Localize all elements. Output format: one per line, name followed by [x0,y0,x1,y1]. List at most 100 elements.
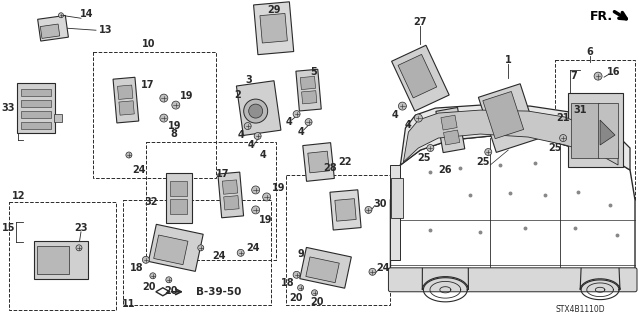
Text: 19: 19 [168,121,182,131]
Text: 27: 27 [413,17,427,27]
Text: 12: 12 [12,191,26,201]
Text: FR.: FR. [590,10,613,23]
Circle shape [427,145,434,152]
Polygon shape [118,85,133,100]
Text: 22: 22 [338,157,351,167]
Polygon shape [21,122,51,129]
Circle shape [414,114,422,122]
Circle shape [252,206,260,214]
Text: 5: 5 [310,67,317,77]
Polygon shape [21,111,51,118]
Circle shape [160,94,168,102]
Text: 4: 4 [405,120,412,130]
Polygon shape [148,224,203,271]
Polygon shape [166,173,192,223]
Circle shape [166,277,172,283]
Polygon shape [300,248,351,288]
Polygon shape [33,241,88,279]
Text: 20: 20 [142,282,156,292]
Circle shape [293,271,300,278]
Polygon shape [335,199,356,221]
Circle shape [399,102,406,110]
Polygon shape [568,93,623,167]
Text: 18: 18 [130,263,144,273]
Text: 24: 24 [132,165,146,175]
Text: 17: 17 [141,80,155,90]
Circle shape [594,72,602,80]
Text: 23: 23 [74,223,88,233]
Polygon shape [37,246,69,274]
Polygon shape [308,151,330,173]
Circle shape [369,268,376,275]
FancyBboxPatch shape [388,268,637,292]
Circle shape [298,285,303,291]
Circle shape [198,245,204,251]
Polygon shape [441,115,457,130]
Polygon shape [21,89,51,96]
Polygon shape [303,143,334,181]
Text: 18: 18 [281,278,294,288]
Polygon shape [600,120,615,145]
Circle shape [252,186,260,194]
Text: STX4B1110D: STX4B1110D [556,305,605,314]
Text: 31: 31 [573,105,587,115]
Polygon shape [156,288,170,296]
Text: 29: 29 [267,5,280,15]
Circle shape [249,104,262,118]
Text: 4: 4 [247,140,254,150]
Text: 4: 4 [259,150,266,160]
Polygon shape [571,103,599,158]
Polygon shape [330,190,361,230]
Text: 19: 19 [259,215,273,225]
Text: 15: 15 [1,223,15,233]
Circle shape [172,101,180,109]
Text: 6: 6 [587,47,593,57]
Text: 17: 17 [216,169,230,179]
Circle shape [150,273,156,279]
Text: 21: 21 [556,113,570,123]
Text: 20: 20 [164,286,177,296]
Circle shape [142,256,149,263]
Bar [93,52,216,178]
Text: 8: 8 [170,129,177,139]
Polygon shape [54,114,62,122]
Circle shape [126,152,132,158]
Polygon shape [478,84,538,152]
Polygon shape [17,83,55,133]
Circle shape [237,249,244,256]
Polygon shape [21,100,51,107]
Circle shape [559,135,566,142]
Text: 2: 2 [234,90,241,100]
Text: 20: 20 [310,297,323,307]
Circle shape [58,13,63,18]
Text: 26: 26 [438,165,452,175]
Text: 25: 25 [548,143,562,153]
Text: 19: 19 [272,183,285,193]
Text: 20: 20 [289,293,302,303]
Text: 4: 4 [285,117,292,127]
Polygon shape [598,103,618,158]
Circle shape [262,193,271,201]
Bar [9,202,116,310]
Text: 30: 30 [374,199,387,209]
Polygon shape [218,172,244,218]
Text: 24: 24 [377,263,390,273]
Text: 9: 9 [297,249,304,259]
Text: 11: 11 [122,299,136,309]
Polygon shape [170,199,188,214]
Text: 1: 1 [505,55,511,65]
Text: 24: 24 [246,243,259,253]
Polygon shape [390,165,401,260]
Text: B-39-50: B-39-50 [196,287,241,297]
Polygon shape [390,135,635,290]
Circle shape [305,119,312,126]
Polygon shape [119,101,134,115]
Polygon shape [113,77,139,123]
Text: 32: 32 [144,197,157,207]
Bar [555,60,635,200]
Text: 4: 4 [392,110,399,120]
Text: 4: 4 [237,130,244,140]
Polygon shape [253,2,294,55]
Polygon shape [392,45,449,111]
Circle shape [484,149,492,155]
